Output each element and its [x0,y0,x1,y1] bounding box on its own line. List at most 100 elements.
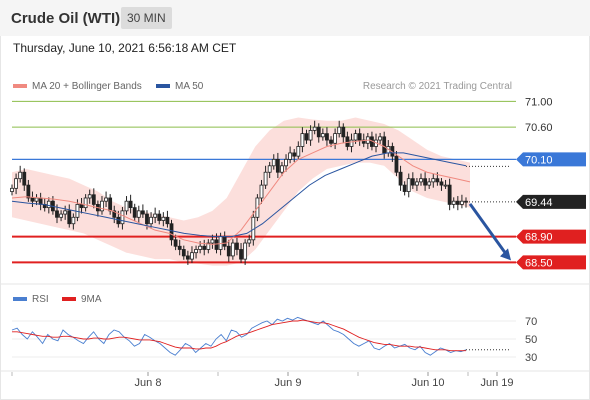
candle-body [83,197,88,209]
level-tag [516,229,586,244]
candle-body [108,197,113,212]
candle-body [169,223,174,241]
candle-body [181,249,186,257]
candle-body [304,133,309,141]
legend-ma20: MA 20 + Bollinger Bands [13,81,142,92]
candle-body [292,152,297,157]
rsi-ma-line [12,319,466,352]
rsi-ma-swatch [62,297,76,302]
candle-body [38,197,43,205]
candle-body [79,204,84,209]
pivot-arrow-head [500,248,511,261]
rsi-tick-label: 70 [525,316,537,328]
candle-body [263,171,268,186]
header-bar: Crude Oil (WTI) 30 MIN [0,0,590,36]
candle-body [431,178,436,183]
level-label: 70.60 [525,122,553,134]
candle-body [198,245,203,250]
candle-body [59,213,63,218]
candle-body [427,181,432,186]
candle-body [67,210,72,225]
candle-body [243,242,248,260]
timeframe-badge[interactable]: 30 MIN [121,7,172,29]
candle-body [112,210,117,218]
candle-body [145,213,149,225]
ma50-swatch [156,84,170,89]
legend-rsi-ma-label: 9MA [81,294,102,305]
candle-body [30,197,35,202]
candle-body [239,249,243,260]
last-price-label: 69.44 [525,197,553,209]
ma50-line [11,152,467,238]
candle-body [153,213,158,218]
candle-body [361,139,366,144]
candle-body [406,178,411,192]
bollinger-band [12,117,470,266]
candle-body [132,207,137,218]
candle-body [267,165,272,173]
rsi-tick-label: 30 [525,352,537,364]
level-tag [516,255,586,270]
ma20-swatch [13,84,27,89]
candle-body [316,126,321,138]
candle-body [22,171,27,186]
candle-body [194,249,198,254]
candle-body [353,133,358,141]
level-tag-label: 68.90 [525,232,553,244]
candle-body [415,181,419,186]
candle-body [14,178,18,189]
candle-body [308,129,313,141]
candle-body [435,178,440,183]
candle-body [271,158,276,167]
candle-body [235,242,239,250]
candle-body [312,126,317,131]
candle-body [165,216,170,225]
legend-ma50: MA 50 [156,81,203,92]
candle-body [398,171,403,186]
candle-body [140,210,145,215]
candle-body [451,200,456,205]
level-tag-label: 70.10 [525,154,553,166]
candle-body [202,245,207,250]
candle-body [349,139,354,147]
candle-body [26,184,31,199]
candle-body [128,200,133,209]
candle-body [345,136,350,147]
level-tag [516,152,586,167]
legend-rsi-ma: 9MA [62,294,102,305]
candle-body [210,239,215,244]
candle-body [173,239,178,247]
candle-body [325,133,329,141]
candle-body [280,165,284,173]
x-tick-label: Jun 9 [275,377,302,389]
candle-body [284,158,288,167]
legend-ma50-label: MA 50 [175,81,204,92]
candle-body [402,184,407,192]
candle-body [357,133,362,141]
legend-ma20-label: MA 20 + Bollinger Bands [32,81,142,92]
candle-body [329,139,333,144]
level-tag-label: 68.50 [525,257,553,269]
candle-body [447,184,452,205]
candle-body [177,245,182,250]
candle-body [288,152,293,160]
candle-body [333,133,338,144]
candle-body [157,213,162,221]
rsi-line [11,316,467,356]
candle-body [443,184,448,187]
candle-body [460,200,464,205]
candle-body [382,136,387,154]
candle-body [214,239,219,250]
candle-body [120,210,125,225]
candle-body [300,133,305,147]
candle-body [247,239,252,244]
legend-rsi-label: RSI [32,294,49,305]
x-tick-label: Jun 19 [480,377,513,389]
rsi-swatch [13,297,27,302]
rsi-tick-label: 50 [525,334,537,346]
candle-body [10,187,14,192]
legend-rsi: RSI [13,294,49,305]
candle-body [378,136,383,141]
credit-text: Research © 2021 Trading Central [362,81,512,92]
